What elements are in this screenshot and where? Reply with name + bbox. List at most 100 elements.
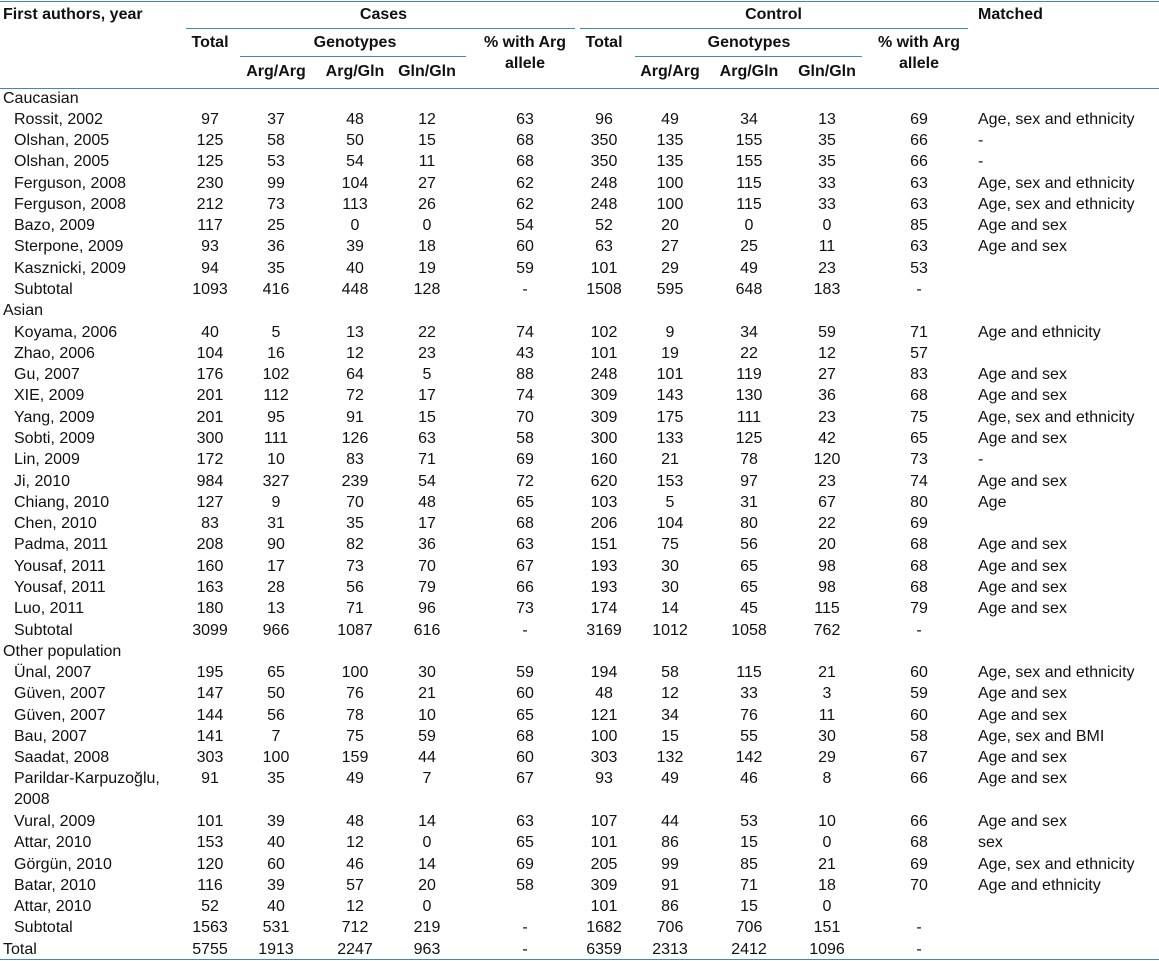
cell: 27 bbox=[818, 366, 836, 384]
cell: 230 bbox=[196, 174, 224, 192]
cell: 100 bbox=[656, 195, 684, 213]
cell: 65 bbox=[516, 493, 534, 511]
header-cell: Gln/Gln bbox=[798, 62, 856, 80]
cell: 63 bbox=[516, 813, 534, 831]
cell: 35 bbox=[267, 770, 285, 788]
cell: Age and sex bbox=[978, 578, 1067, 596]
row-label: Güven, 2007 bbox=[14, 706, 106, 724]
cell: 70 bbox=[346, 493, 364, 511]
cell: 48 bbox=[346, 813, 364, 831]
cell: 83 bbox=[346, 451, 364, 469]
cell: 68 bbox=[516, 727, 534, 745]
cell: 115 bbox=[736, 664, 762, 682]
cell: 10 bbox=[267, 451, 285, 469]
cell: Age and sex bbox=[978, 217, 1067, 235]
cell: 49 bbox=[346, 770, 364, 788]
cell: 23 bbox=[818, 408, 836, 426]
cell: 27 bbox=[418, 174, 436, 192]
cell: 53 bbox=[267, 153, 285, 171]
cell: 74 bbox=[910, 472, 928, 490]
cell: 762 bbox=[813, 621, 841, 639]
cell: 25 bbox=[740, 238, 758, 256]
cell: 59 bbox=[516, 259, 534, 277]
cell: 78 bbox=[346, 706, 364, 724]
row-label: Olshan, 2005 bbox=[14, 132, 110, 150]
cell: 63 bbox=[516, 110, 534, 128]
section-label: Other population bbox=[3, 642, 122, 660]
cell: 2247 bbox=[337, 940, 373, 958]
cell: 22 bbox=[740, 344, 758, 362]
row-label: Sterpone, 2009 bbox=[14, 238, 124, 256]
cell: 85 bbox=[910, 217, 928, 235]
cell: 80 bbox=[740, 515, 758, 533]
cell: 66 bbox=[516, 578, 534, 596]
cell: 1913 bbox=[258, 940, 294, 958]
header-cell: Total bbox=[585, 33, 623, 51]
cell: 97 bbox=[740, 472, 758, 490]
row-label: Koyama, 2006 bbox=[14, 323, 118, 341]
cell: 17 bbox=[418, 387, 436, 405]
cell: 206 bbox=[590, 515, 618, 533]
cell: 35 bbox=[818, 132, 836, 150]
cell: 10 bbox=[818, 813, 836, 831]
cell: 58 bbox=[661, 664, 679, 682]
cell: 70 bbox=[910, 876, 928, 894]
cell: 20 bbox=[818, 536, 836, 554]
header-cell: Gln/Gln bbox=[398, 62, 456, 80]
cell: 10 bbox=[418, 706, 436, 724]
cell: 75 bbox=[910, 408, 928, 426]
cell: 69 bbox=[910, 515, 928, 533]
cell: 85 bbox=[740, 855, 758, 873]
cell: 350 bbox=[590, 132, 618, 150]
cell: 79 bbox=[418, 578, 436, 596]
cell: 180 bbox=[196, 600, 224, 618]
cell: 91 bbox=[346, 408, 364, 426]
cell: 71 bbox=[346, 600, 364, 618]
cell: Age, sex and ethnicity bbox=[978, 195, 1135, 213]
cell: 93 bbox=[595, 770, 613, 788]
cell: 52 bbox=[201, 898, 219, 916]
cell: 153 bbox=[656, 472, 684, 490]
row-label: Bazo, 2009 bbox=[14, 217, 95, 235]
cell: 66 bbox=[910, 153, 928, 171]
rule bbox=[0, 1, 1159, 2]
cell: 3169 bbox=[586, 621, 622, 639]
cell: 99 bbox=[661, 855, 679, 873]
cell: 53 bbox=[910, 259, 928, 277]
cell: 60 bbox=[267, 855, 285, 873]
cell: 101 bbox=[656, 366, 684, 384]
cell: 39 bbox=[267, 813, 285, 831]
row-label: Yang, 2009 bbox=[14, 408, 95, 426]
cell: 107 bbox=[590, 813, 618, 831]
cell: 98 bbox=[818, 578, 836, 596]
cell: 205 bbox=[590, 855, 618, 873]
cell: 1508 bbox=[586, 281, 622, 299]
header-cell: % with Arg allele bbox=[877, 33, 961, 72]
cell: 175 bbox=[656, 408, 684, 426]
cell: 34 bbox=[661, 706, 679, 724]
row-label: Gu, 2007 bbox=[14, 366, 80, 384]
cell: 68 bbox=[910, 536, 928, 554]
cell: 36 bbox=[267, 238, 285, 256]
cell: 22 bbox=[418, 323, 436, 341]
cell: 91 bbox=[661, 876, 679, 894]
cell: 13 bbox=[818, 110, 836, 128]
cell: Age and sex bbox=[978, 387, 1067, 405]
cell: - bbox=[522, 281, 528, 299]
cell: 69 bbox=[516, 855, 534, 873]
rule bbox=[580, 28, 968, 29]
cell: 712 bbox=[341, 919, 369, 937]
cell: 193 bbox=[590, 578, 618, 596]
cell: 128 bbox=[413, 281, 441, 299]
cell: 113 bbox=[342, 195, 368, 213]
cell: Age and sex bbox=[978, 472, 1067, 490]
cell: 60 bbox=[910, 664, 928, 682]
cell: 9 bbox=[271, 493, 281, 511]
cell: 100 bbox=[341, 664, 369, 682]
cell: 130 bbox=[735, 387, 763, 405]
cell: 65 bbox=[267, 664, 285, 682]
cell: Age and sex bbox=[978, 706, 1067, 724]
cell: - bbox=[522, 940, 528, 958]
cell: 98 bbox=[818, 557, 836, 575]
cell: 12 bbox=[346, 344, 364, 362]
